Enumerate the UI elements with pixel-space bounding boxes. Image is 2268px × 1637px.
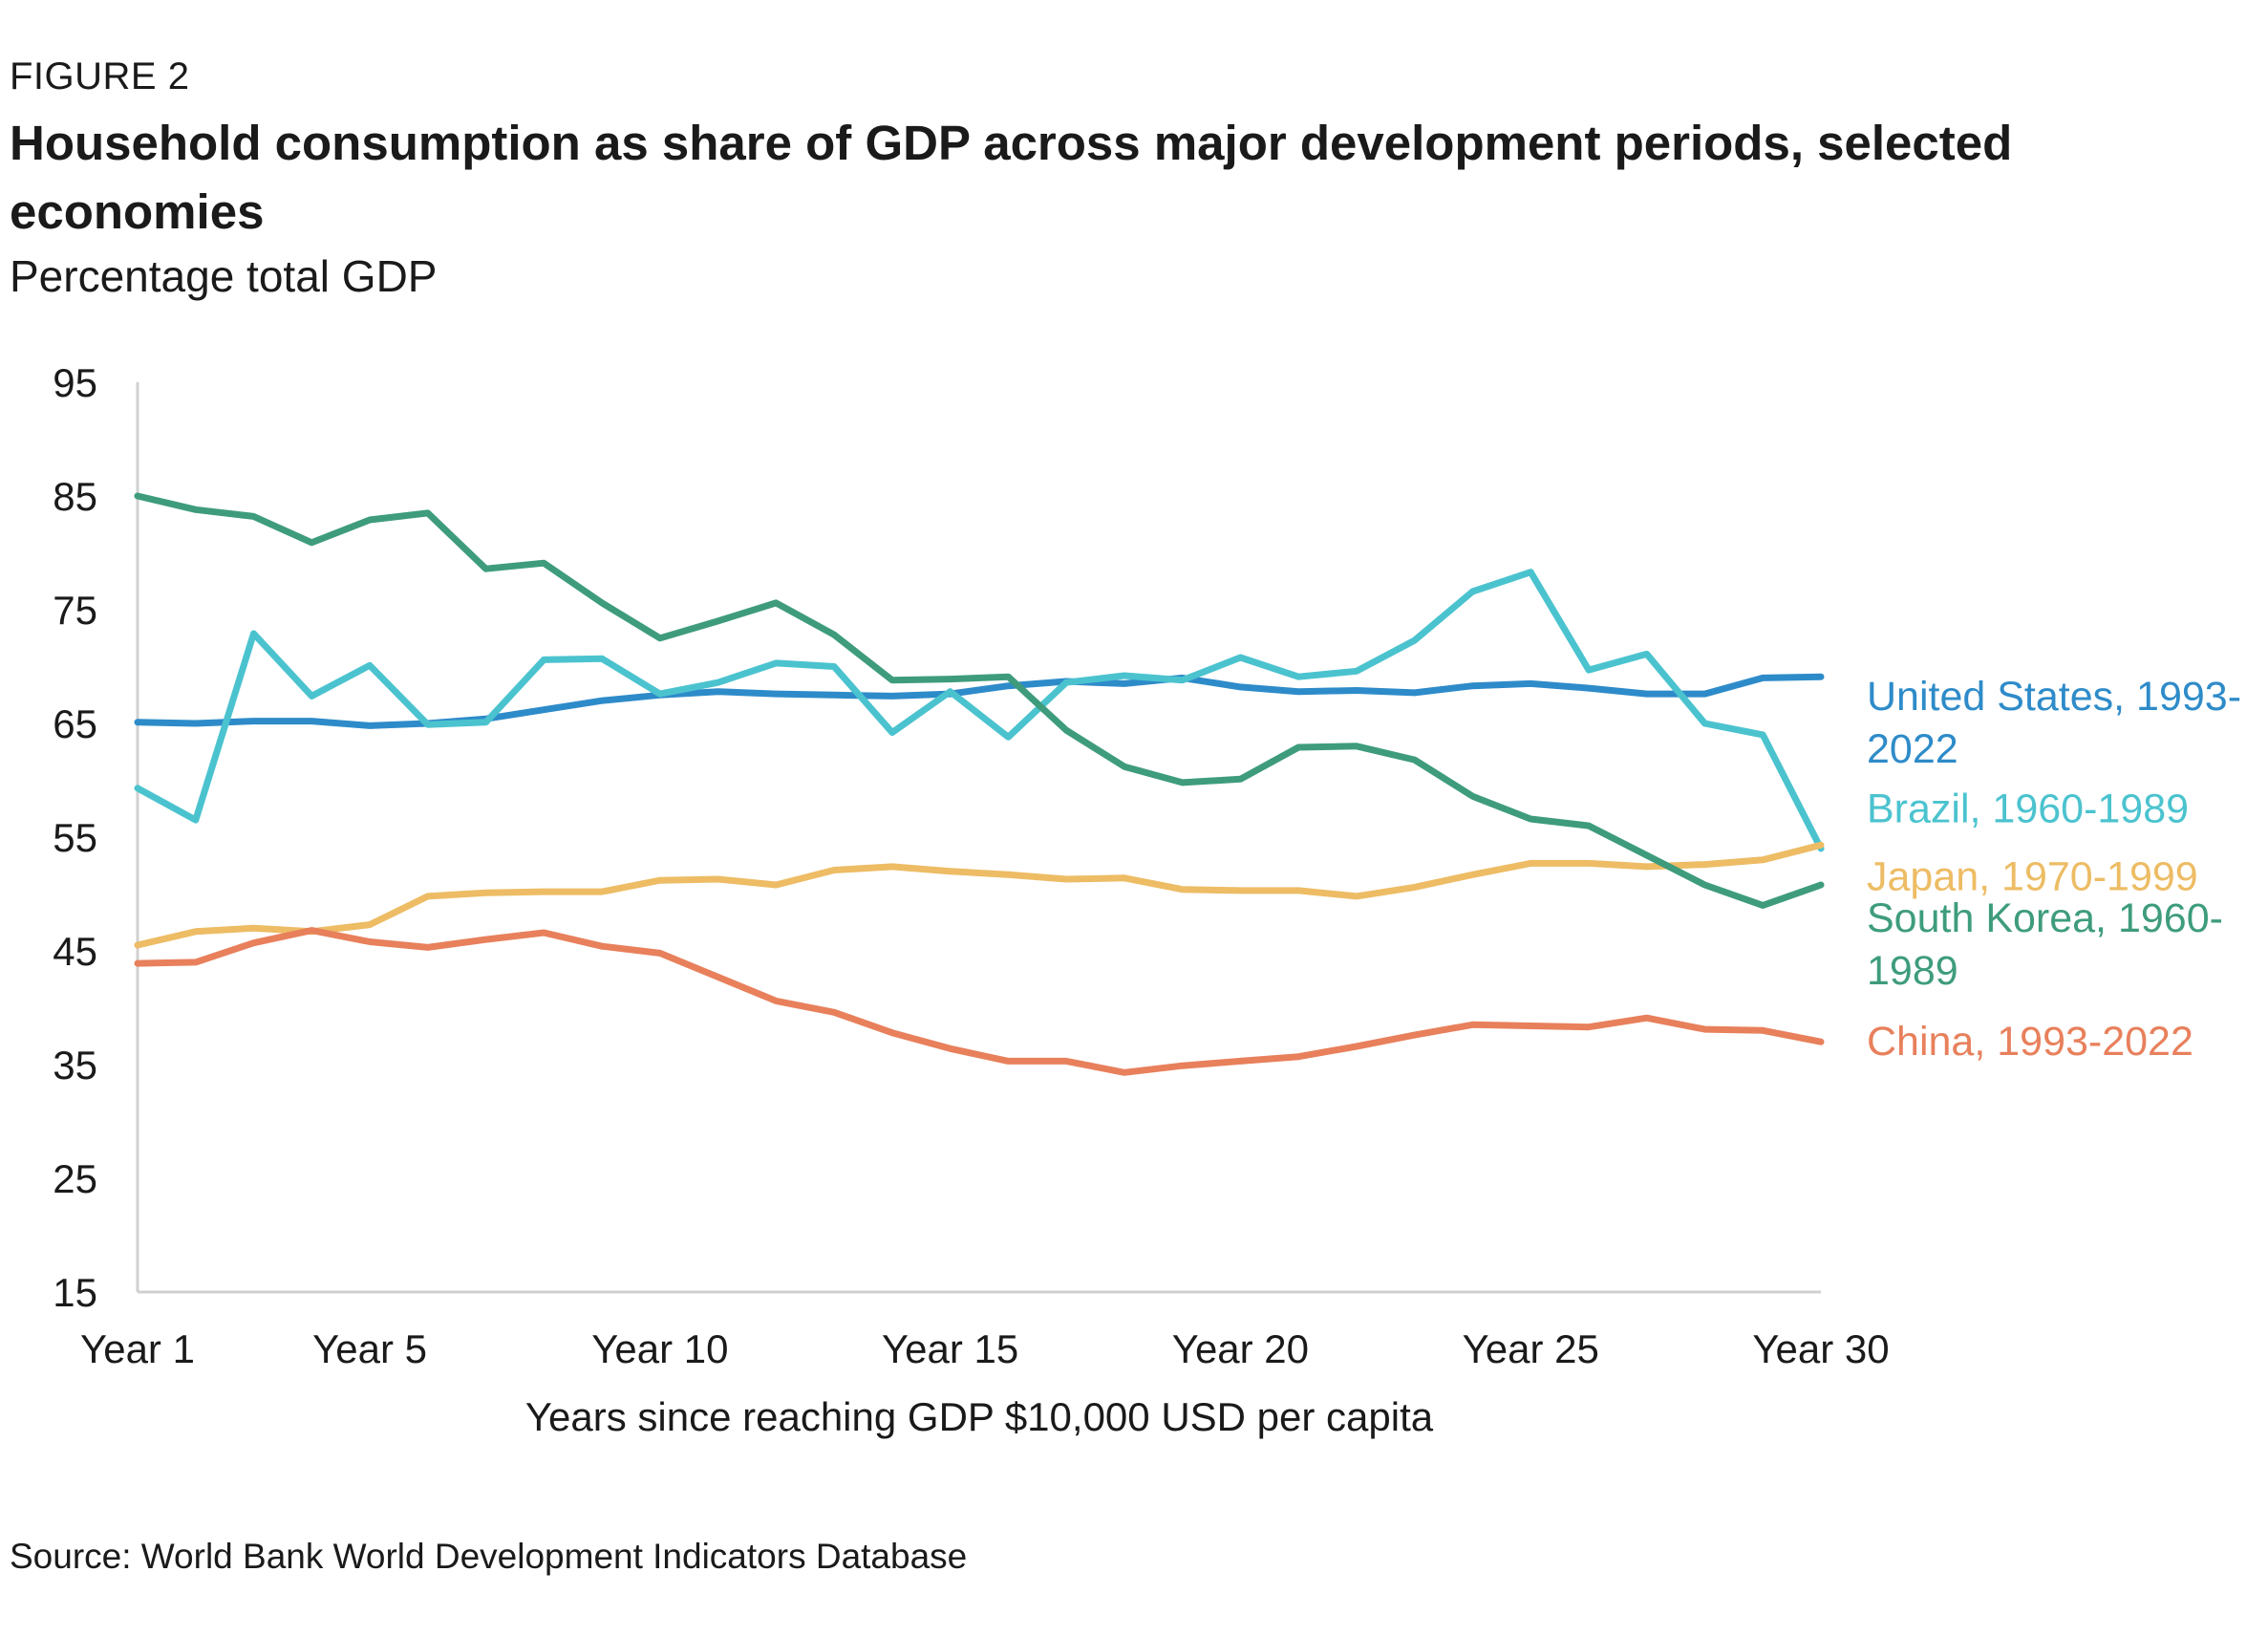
x-tick-label: Year 25	[1463, 1326, 1599, 1371]
source-note: Source: World Bank World Development Ind…	[10, 1537, 968, 1576]
y-tick-label: 15	[53, 1270, 97, 1315]
series-line	[134, 673, 1825, 729]
y-tick-label: 55	[53, 815, 97, 860]
x-tick-label: Year 10	[591, 1326, 728, 1371]
series-label: 1989	[1867, 948, 1958, 994]
series-label: South Korea, 1960-	[1867, 895, 2223, 941]
x-tick-label: Year 15	[882, 1326, 1018, 1371]
y-tick-label: 85	[53, 474, 97, 519]
x-axis-title: Years since reaching GDP $10,000 USD per…	[525, 1394, 1434, 1439]
y-tick-label: 65	[53, 701, 97, 746]
series-label: China, 1993-2022	[1867, 1019, 2193, 1065]
series-line	[134, 841, 1825, 949]
y-tick-label: 25	[53, 1156, 97, 1201]
x-tick-label: Year 5	[312, 1326, 427, 1371]
chart-axes	[136, 382, 1821, 1294]
x-tick-label: Year 1	[80, 1326, 195, 1371]
series-lines	[134, 492, 1825, 1076]
y-axis-ticks: 15 25 35 45 55 65 75 85 95	[53, 360, 97, 1315]
series-label: Brazil, 1960-1989	[1867, 786, 2189, 831]
series-label: United States, 1993-	[1867, 674, 2241, 720]
chart-title: Household consumption as share of GDP ac…	[10, 116, 2013, 239]
figure-label: FIGURE 2	[10, 55, 190, 97]
series-label: Japan, 1970-1999	[1867, 854, 2198, 900]
x-tick-label: Year 20	[1172, 1326, 1309, 1371]
series-line	[134, 492, 1825, 909]
series-labels: United States, 1993- 2022 Brazil, 1960-198…	[1867, 674, 2241, 1065]
y-tick-label: 75	[53, 588, 97, 633]
chart-subtitle: Percentage total GDP	[10, 251, 438, 301]
y-tick-label: 45	[53, 929, 97, 974]
series-line	[134, 927, 1825, 1076]
y-tick-label: 35	[53, 1043, 97, 1088]
x-axis-ticks: Year 1 Year 5 Year 10 Year 15 Year 20 Year 25…	[80, 1326, 1890, 1371]
y-tick-label: 95	[53, 360, 97, 405]
x-tick-label: Year 30	[1752, 1326, 1889, 1371]
series-line	[134, 569, 1825, 852]
series-label: 2022	[1867, 726, 1958, 772]
